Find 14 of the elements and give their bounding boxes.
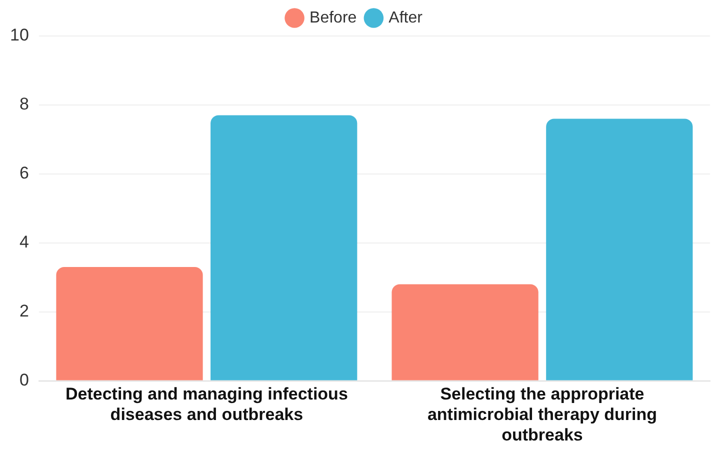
y-tick-label: 2 (19, 302, 29, 321)
y-tick-label: 0 (19, 370, 29, 390)
bar (546, 118, 693, 380)
x-tick-label: Detecting and managing infectious diseases and outbreaks (65, 384, 348, 424)
bar (392, 284, 538, 380)
bar (56, 267, 203, 380)
y-tick-label: 6 (19, 164, 29, 183)
y-tick-label: 10 (10, 26, 29, 45)
x-tick-label: Selecting the appropriate antimicrobial therapy during outbreaks (427, 384, 657, 444)
y-tick-label: 4 (19, 232, 29, 252)
bar (210, 115, 358, 380)
y-tick-label: 8 (19, 94, 29, 114)
legend-label: Before (310, 9, 357, 26)
legend-label: After (388, 9, 424, 26)
